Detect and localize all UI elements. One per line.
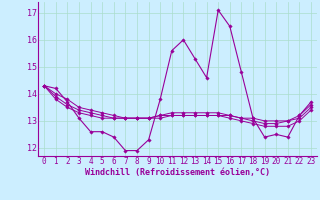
X-axis label: Windchill (Refroidissement éolien,°C): Windchill (Refroidissement éolien,°C) — [85, 168, 270, 177]
